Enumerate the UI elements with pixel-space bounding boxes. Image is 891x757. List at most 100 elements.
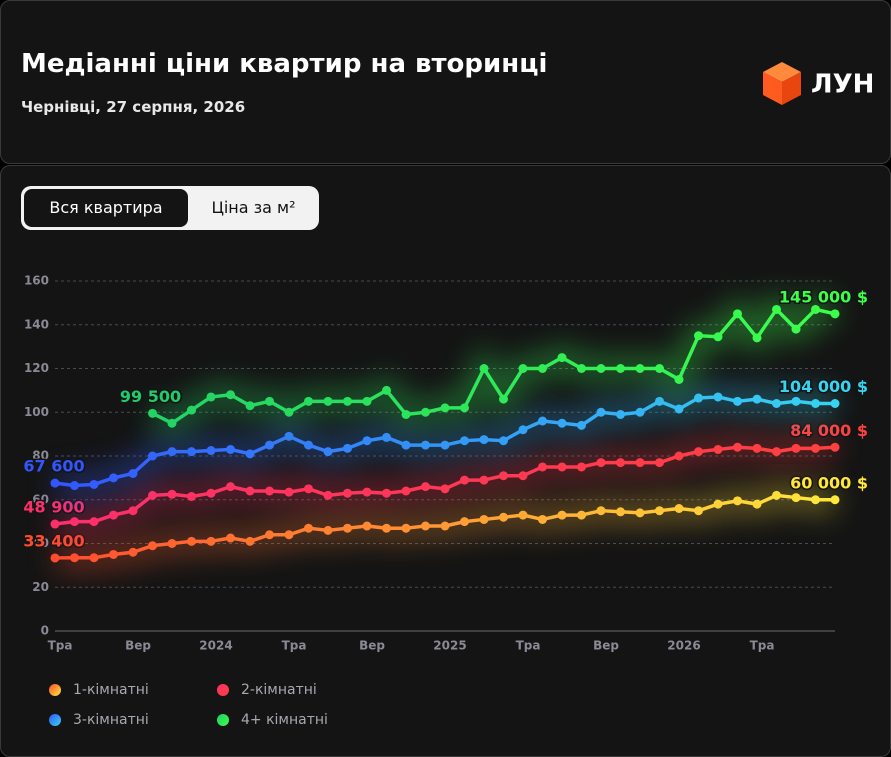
- x-tick-label: 2026: [667, 639, 700, 653]
- value-label: 48 900: [23, 498, 84, 517]
- data-point: [713, 332, 723, 342]
- data-point: [713, 499, 723, 509]
- value-label: 84 000 $: [790, 421, 868, 440]
- value-label: 145 000 $: [779, 287, 868, 306]
- data-point: [167, 418, 177, 428]
- data-point: [674, 504, 684, 513]
- data-point: [635, 364, 645, 373]
- data-point: [655, 458, 664, 468]
- data-point: [674, 404, 684, 414]
- data-point: [284, 530, 294, 540]
- data-point: [382, 488, 391, 498]
- x-tick-label: Тра: [48, 639, 73, 653]
- data-point: [596, 506, 606, 516]
- legend-label: 2-кімнатні: [241, 682, 317, 698]
- data-point: [148, 451, 157, 461]
- toggle-option[interactable]: Вся квартира: [24, 189, 188, 227]
- data-point: [128, 547, 138, 557]
- data-point: [50, 553, 60, 563]
- data-point: [577, 420, 586, 430]
- data-point: [596, 364, 606, 373]
- data-point: [460, 475, 469, 485]
- data-point: [167, 447, 177, 457]
- value-label: 67 600: [23, 457, 84, 476]
- legend-label: 3-кімнатні: [73, 712, 149, 728]
- data-point: [70, 517, 79, 527]
- subtitle: Чернівці, 27 серпня, 2026: [21, 98, 246, 116]
- data-point: [109, 549, 118, 559]
- data-point: [226, 390, 235, 400]
- data-point: [70, 481, 79, 491]
- legend-label: 1-кімнатні: [73, 682, 149, 698]
- data-point: [538, 462, 547, 472]
- data-point: [187, 405, 196, 415]
- data-point: [362, 396, 372, 406]
- data-point: [518, 471, 528, 481]
- data-point: [596, 407, 606, 417]
- data-point: [616, 364, 625, 373]
- data-point: [148, 541, 157, 551]
- data-point: [733, 396, 742, 406]
- data-point: [616, 409, 625, 419]
- data-point: [713, 392, 723, 402]
- data-point: [596, 458, 606, 468]
- data-point: [148, 490, 157, 500]
- data-point: [772, 490, 781, 500]
- x-tick-label: Вер: [593, 639, 619, 653]
- data-point: [733, 442, 742, 452]
- data-point: [343, 488, 352, 498]
- data-point: [421, 482, 430, 492]
- data-point: [323, 490, 333, 500]
- data-point: [791, 493, 801, 503]
- data-point: [167, 489, 177, 499]
- data-point: [226, 533, 235, 543]
- data-point: [265, 396, 274, 406]
- value-label: 33 400: [23, 531, 84, 550]
- data-point: [128, 469, 138, 478]
- data-point: [733, 309, 742, 319]
- data-point: [518, 425, 528, 435]
- data-point: [226, 444, 235, 454]
- y-tick-label: 140: [24, 317, 49, 331]
- data-point: [401, 486, 411, 496]
- legend-marker: [217, 714, 229, 726]
- data-point: [206, 446, 216, 456]
- data-point: [304, 484, 313, 494]
- data-point: [421, 440, 430, 450]
- data-point: [440, 403, 450, 413]
- data-point: [343, 443, 352, 453]
- data-point: [499, 471, 508, 481]
- data-point: [460, 436, 469, 446]
- data-point: [538, 514, 547, 524]
- data-point: [538, 364, 547, 373]
- data-point: [694, 331, 703, 341]
- data-point: [382, 432, 391, 442]
- data-point: [440, 521, 450, 531]
- y-tick-label: 120: [24, 361, 49, 375]
- data-point: [284, 487, 294, 497]
- data-point: [635, 407, 645, 417]
- data-point: [674, 451, 684, 461]
- data-point: [89, 553, 99, 563]
- data-point: [401, 440, 411, 450]
- data-point: [245, 449, 255, 459]
- data-point: [265, 486, 274, 496]
- data-point: [791, 324, 801, 334]
- toggle-option[interactable]: Ціна за м²: [211, 198, 296, 217]
- data-point: [479, 364, 489, 373]
- data-point: [109, 510, 118, 520]
- data-point: [89, 479, 99, 489]
- data-point: [226, 482, 235, 492]
- y-tick-label: 0: [41, 624, 49, 638]
- data-point: [557, 418, 567, 428]
- data-point: [557, 353, 567, 363]
- data-point: [460, 403, 469, 413]
- data-point: [343, 396, 352, 406]
- toggle: Вся квартира Ціна за м²: [21, 186, 319, 230]
- data-point: [382, 523, 391, 533]
- data-point: [811, 399, 820, 408]
- y-tick-label: 80: [32, 449, 49, 463]
- legend-marker: [49, 684, 61, 696]
- data-point: [811, 443, 820, 453]
- data-point: [304, 396, 313, 406]
